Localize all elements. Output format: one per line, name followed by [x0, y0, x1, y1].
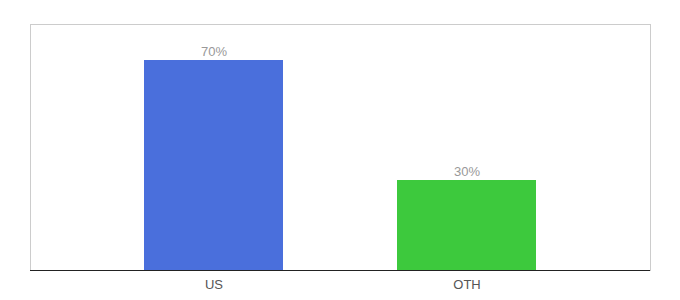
svg-text:70%: 70%: [201, 44, 227, 59]
svg-text:OTH: OTH: [453, 277, 480, 292]
svg-text:US: US: [205, 277, 223, 292]
svg-text:30%: 30%: [454, 164, 480, 179]
